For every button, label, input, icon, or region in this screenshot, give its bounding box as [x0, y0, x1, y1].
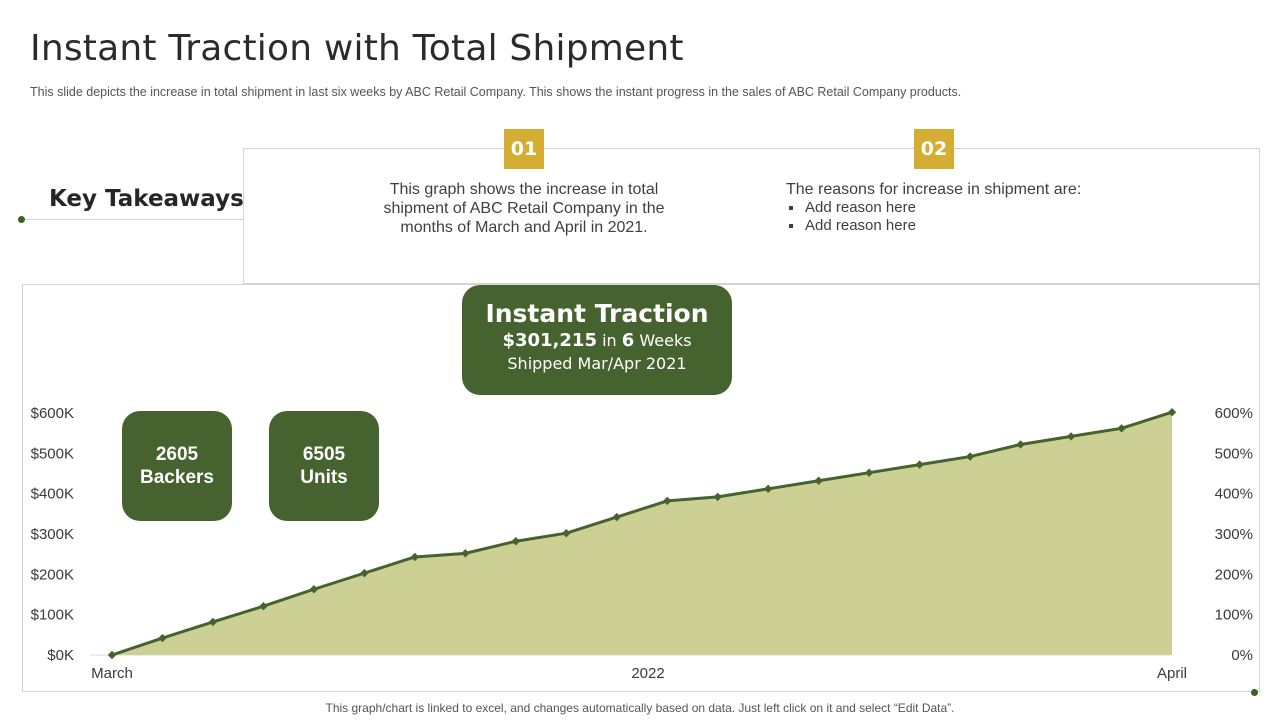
takeaway-text-2-heading: The reasons for increase in shipment are…	[786, 181, 1082, 198]
data-point-marker	[965, 452, 975, 461]
page-title: Instant Traction with Total Shipment	[30, 28, 684, 69]
data-point-marker	[915, 460, 924, 469]
data-point-marker	[562, 528, 571, 538]
data-point-marker	[814, 476, 823, 485]
reasons-list: Add reason here Add reason here	[786, 199, 1081, 235]
y-left-tick-label: $100K	[31, 607, 74, 624]
units-label: Units	[300, 467, 348, 488]
y-left-tick-label: $400K	[31, 486, 74, 503]
chart-panel	[22, 284, 1260, 692]
y-right-tick-label: 400%	[1215, 486, 1253, 503]
traction-amount: $301,215	[502, 330, 597, 351]
reason-item: Add reason here	[786, 199, 1081, 217]
data-point-marker	[1117, 424, 1126, 433]
traction-title: Instant Traction	[485, 299, 709, 328]
footer-note: This graph/chart is linked to excel, and…	[325, 701, 955, 715]
takeaway-text-1: This graph shows the increase in total s…	[383, 181, 665, 236]
units-value: 6505	[302, 444, 346, 465]
key-takeaways-label: Key Takeaways	[49, 186, 244, 212]
traction-weeks-text: Weeks	[639, 331, 692, 350]
data-point-marker	[158, 633, 167, 643]
page-subtitle: This slide depicts the increase in total…	[30, 85, 962, 99]
data-point-marker	[360, 568, 369, 578]
y-right-tick-label: 500%	[1215, 445, 1253, 462]
decor-dot-right	[1251, 689, 1258, 696]
data-point-marker	[511, 537, 521, 546]
series-area	[112, 412, 1172, 655]
data-point-marker	[612, 512, 621, 522]
y-right-tick-label: 300%	[1215, 526, 1253, 543]
data-point-marker	[763, 484, 773, 494]
x-tick-label: March	[91, 665, 133, 682]
instant-traction-card: Instant Traction $301,215 in 6 Weeks Shi…	[462, 285, 732, 395]
data-point-marker	[410, 552, 420, 562]
takeaways-panel	[243, 148, 1260, 284]
backers-card: 2605 Backers	[122, 411, 232, 521]
data-point-marker	[208, 617, 218, 627]
takeaway-text-2: The reasons for increase in shipment are…	[786, 180, 1081, 235]
backers-label: Backers	[140, 467, 214, 488]
decor-dot-left	[18, 216, 25, 223]
data-point-marker	[1016, 440, 1025, 449]
number-badge-01: 01	[504, 129, 544, 169]
data-point-marker	[864, 468, 874, 477]
y-left-tick-label: $600K	[31, 405, 74, 422]
y-left-tick-label: $500K	[31, 445, 74, 462]
data-point-marker	[713, 492, 722, 502]
y-left-tick-label: $200K	[31, 566, 74, 583]
traction-weeks-number: 6	[621, 330, 635, 351]
backers-value: 2605	[155, 444, 199, 465]
data-point-marker	[1066, 432, 1076, 441]
units-card: 6505 Units	[269, 411, 379, 521]
y-right-tick-label: 600%	[1215, 405, 1253, 422]
y-left-tick-label: $300K	[31, 526, 74, 543]
reason-item: Add reason here	[786, 217, 1081, 235]
traction-in-text: in	[602, 331, 617, 350]
takeaways-underline	[22, 219, 243, 220]
traction-amount-line: $301,215 in 6 Weeks	[462, 329, 732, 352]
data-point-marker	[663, 496, 672, 506]
data-point-marker	[309, 585, 319, 594]
y-right-tick-label: 0%	[1231, 647, 1253, 664]
data-point-marker	[259, 601, 268, 611]
x-tick-label: 2022	[631, 665, 664, 682]
y-right-tick-label: 100%	[1215, 607, 1253, 624]
y-left-tick-label: $0K	[47, 647, 74, 664]
y-right-tick-label: 200%	[1215, 566, 1253, 583]
data-point-marker	[107, 650, 117, 660]
series-line	[111, 410, 1173, 657]
data-point-marker	[1167, 407, 1177, 417]
number-badge-02: 02	[914, 129, 954, 169]
traction-shipped: Shipped Mar/Apr 2021	[507, 354, 687, 373]
x-tick-label: April	[1157, 665, 1187, 682]
data-point-marker	[461, 549, 470, 558]
